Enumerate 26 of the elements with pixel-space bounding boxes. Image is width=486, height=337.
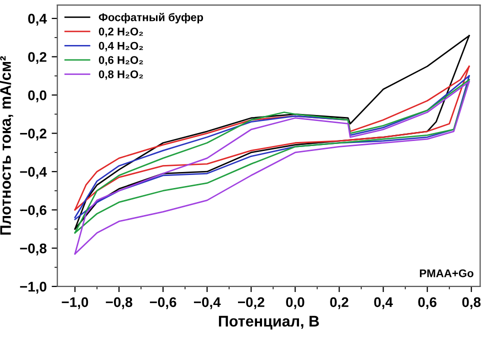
y-tick-label: −0,8 [20,244,47,256]
y-tick-label: −0,2 [20,128,46,140]
legend-label: Фосфатный буфер [98,12,204,24]
x-tick-label: 0,2 [330,297,348,310]
x-tick-label: −0,6 [150,297,176,310]
legend-label: 0,4 H₂O₂ [98,42,143,52]
y-tick-label: 0,0 [28,90,46,102]
x-tick-label: −0,8 [106,297,132,310]
legend-label: 0,6 H₂O₂ [98,56,143,66]
y-tick-label: −1,0 [20,282,46,294]
legend-label: 0,8 H₂O₂ [98,70,143,80]
x-tick-label: 0,4 [374,297,393,310]
annotation: PMAA+Go [420,269,474,278]
y-tick-label: −0,4 [20,166,47,179]
x-tick-label: 0,6 [418,297,436,310]
y-tick-label: −0,6 [20,205,46,218]
x-tick-label: −1,0 [62,297,88,310]
x-tick-label: 0,8 [462,297,481,310]
legend-label: 0,2 H₂O₂ [98,28,143,38]
y-tick-label: 0,4 [28,14,47,26]
x-tick-label: −0,4 [194,297,221,310]
x-tick-label: −0,2 [238,297,264,310]
x-tick-label: 0,0 [286,297,304,310]
x-axis-title: Потенциал, В [218,316,319,330]
y-tick-label: 0,2 [28,52,46,64]
y-axis-title: Плотность тока, mA/см² [0,56,14,235]
